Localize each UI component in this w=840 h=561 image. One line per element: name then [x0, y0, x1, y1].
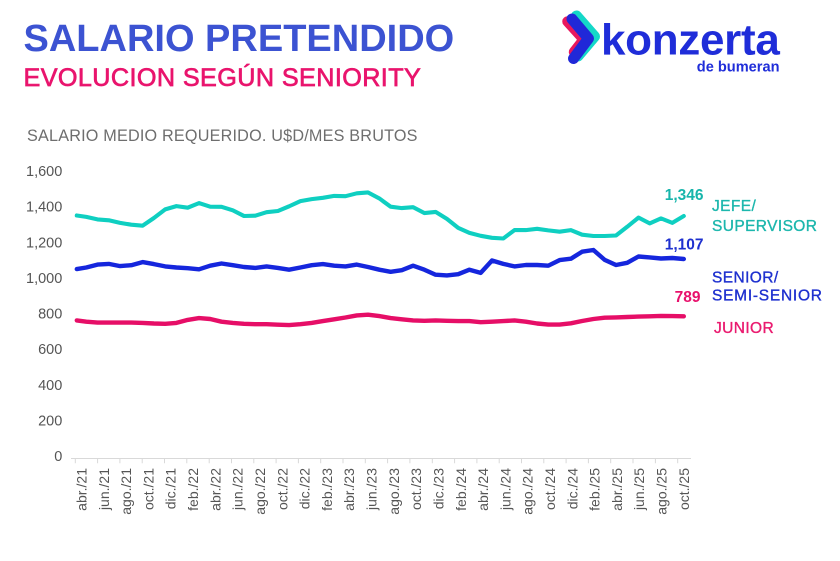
svg-text:feb./24: feb./24 [453, 468, 469, 511]
svg-text:ago./21: ago./21 [118, 468, 134, 515]
svg-text:1,107: 1,107 [665, 236, 704, 253]
svg-text:konzerta: konzerta [601, 16, 780, 65]
svg-text:jun./23: jun./23 [364, 468, 380, 511]
svg-text:abr./25: abr./25 [609, 468, 625, 511]
svg-text:0: 0 [54, 449, 62, 465]
svg-text:oct./24: oct./24 [542, 468, 558, 510]
svg-text:abr./22: abr./22 [207, 468, 223, 511]
svg-text:jun./24: jun./24 [497, 468, 513, 511]
svg-text:ago./25: ago./25 [654, 468, 670, 515]
svg-text:SENIOR/: SENIOR/ [712, 270, 779, 287]
svg-text:de bumeran: de bumeran [697, 60, 780, 76]
svg-text:dic./24: dic./24 [564, 468, 580, 509]
svg-text:abr./21: abr./21 [74, 468, 90, 511]
svg-text:dic./22: dic./22 [297, 468, 313, 509]
svg-text:ago./24: ago./24 [520, 468, 536, 515]
svg-text:1,400: 1,400 [26, 200, 62, 216]
svg-text:abr./24: abr./24 [475, 468, 491, 511]
svg-text:ago./22: ago./22 [252, 468, 268, 515]
svg-text:feb./25: feb./25 [587, 468, 603, 511]
svg-text:abr./23: abr./23 [341, 468, 357, 511]
svg-text:SEMI-SENIOR: SEMI-SENIOR [712, 288, 823, 305]
svg-text:ago./23: ago./23 [386, 468, 402, 515]
svg-text:789: 789 [675, 289, 701, 306]
svg-text:1,346: 1,346 [665, 187, 704, 204]
svg-text:feb./22: feb./22 [185, 468, 201, 511]
svg-text:200: 200 [38, 414, 62, 430]
svg-text:oct./25: oct./25 [676, 468, 692, 510]
svg-text:jun./21: jun./21 [96, 468, 112, 511]
svg-text:1,200: 1,200 [26, 235, 62, 251]
svg-text:400: 400 [38, 378, 62, 394]
svg-text:JEFE/: JEFE/ [712, 198, 756, 215]
svg-text:SUPERVISOR: SUPERVISOR [712, 218, 817, 235]
svg-text:1,000: 1,000 [26, 271, 62, 287]
svg-text:JUNIOR: JUNIOR [714, 320, 774, 337]
svg-text:1,600: 1,600 [26, 164, 62, 180]
svg-text:dic./21: dic./21 [163, 468, 179, 509]
svg-text:jun./22: jun./22 [230, 468, 246, 511]
svg-text:oct./21: oct./21 [140, 468, 156, 510]
svg-text:600: 600 [38, 342, 62, 358]
svg-text:oct./23: oct./23 [408, 468, 424, 510]
svg-text:feb./23: feb./23 [319, 468, 335, 511]
svg-text:oct./22: oct./22 [274, 468, 290, 510]
svg-text:dic./23: dic./23 [431, 468, 447, 509]
svg-text:jun./25: jun./25 [631, 468, 647, 511]
svg-text:800: 800 [38, 307, 62, 323]
